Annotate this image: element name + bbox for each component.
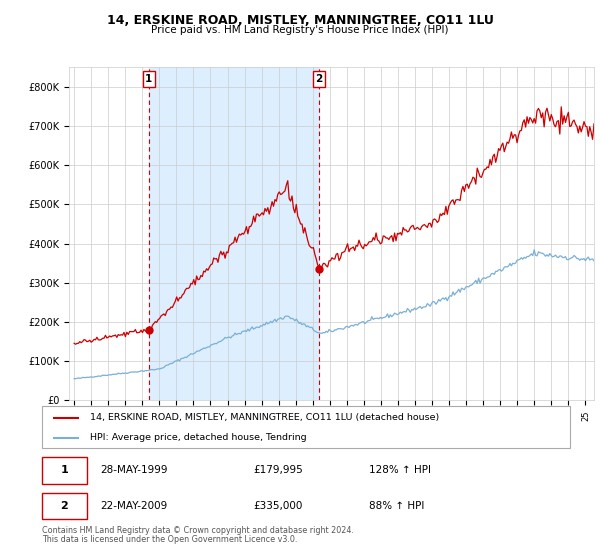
Text: £179,995: £179,995 (253, 465, 303, 475)
Bar (149, 67, 319, 400)
FancyBboxPatch shape (42, 406, 570, 448)
Text: 2: 2 (316, 74, 323, 84)
Text: 1: 1 (61, 465, 68, 475)
Text: 28-MAY-1999: 28-MAY-1999 (100, 465, 167, 475)
Text: £335,000: £335,000 (253, 501, 302, 511)
FancyBboxPatch shape (42, 457, 87, 484)
Text: Price paid vs. HM Land Registry's House Price Index (HPI): Price paid vs. HM Land Registry's House … (151, 25, 449, 35)
Text: 14, ERSKINE ROAD, MISTLEY, MANNINGTREE, CO11 1LU: 14, ERSKINE ROAD, MISTLEY, MANNINGTREE, … (107, 14, 493, 27)
Text: 128% ↑ HPI: 128% ↑ HPI (370, 465, 431, 475)
Text: HPI: Average price, detached house, Tendring: HPI: Average price, detached house, Tend… (89, 433, 306, 442)
Text: 1: 1 (145, 74, 152, 84)
Text: This data is licensed under the Open Government Licence v3.0.: This data is licensed under the Open Gov… (42, 535, 298, 544)
Text: 88% ↑ HPI: 88% ↑ HPI (370, 501, 425, 511)
Text: Contains HM Land Registry data © Crown copyright and database right 2024.: Contains HM Land Registry data © Crown c… (42, 526, 354, 535)
Text: 14, ERSKINE ROAD, MISTLEY, MANNINGTREE, CO11 1LU (detached house): 14, ERSKINE ROAD, MISTLEY, MANNINGTREE, … (89, 413, 439, 422)
Text: 2: 2 (61, 501, 68, 511)
FancyBboxPatch shape (42, 493, 87, 520)
Text: 22-MAY-2009: 22-MAY-2009 (100, 501, 167, 511)
